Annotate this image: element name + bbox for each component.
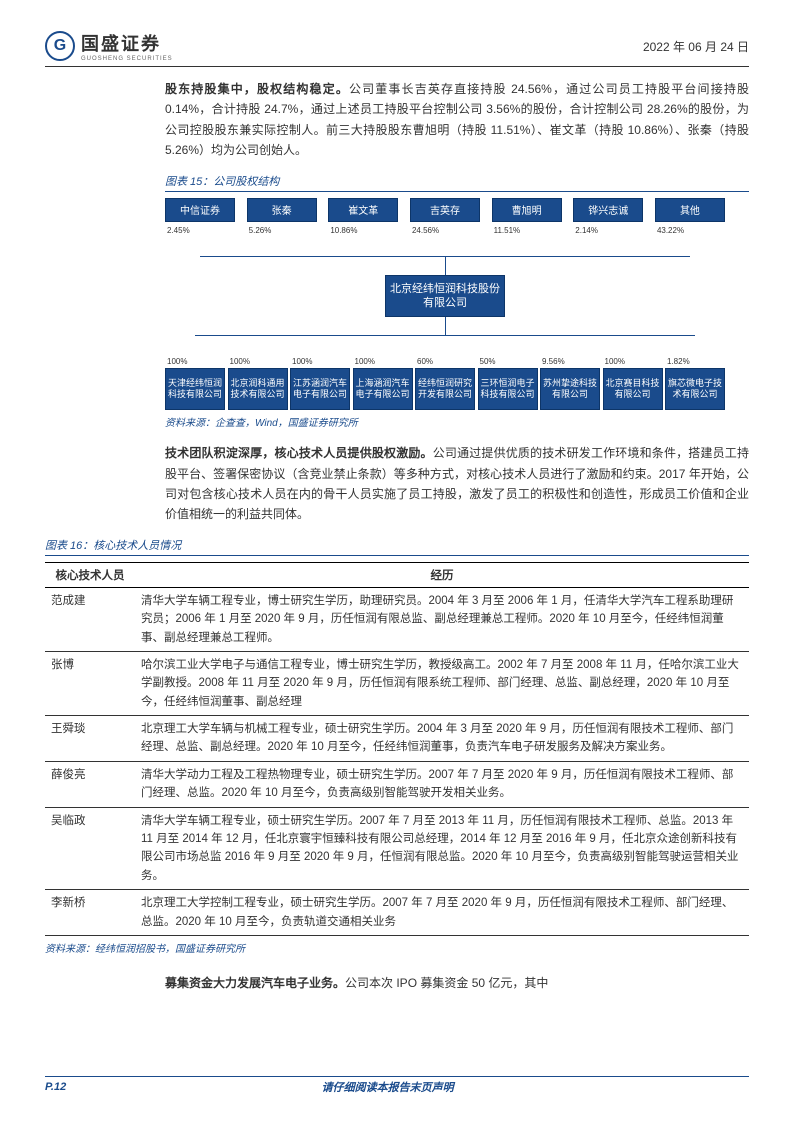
shareholder-box: 中信证券 <box>165 198 235 222</box>
person-name: 薛俊亮 <box>45 761 135 807</box>
shareholder-pct-row: 2.45% 5.26% 10.86% 24.56% 11.51% 2.14% 43.22% <box>165 226 725 235</box>
shareholder-box: 吉英存 <box>410 198 480 222</box>
table-row: 薛俊亮清华大学动力工程及工程热物理专业，硕士研究生学历。2007 年 7 月至 … <box>45 761 749 807</box>
center-company-box: 北京经纬恒润科技股份有限公司 <box>385 275 505 318</box>
figure15-source: 资料来源：企查查，Wind，国盛证券研究所 <box>165 414 749 429</box>
person-bio: 清华大学车辆工程专业，博士研究生学历，助理研究员。2004 年 3 月至 200… <box>135 587 749 651</box>
shareholder-pct: 43.22% <box>655 226 725 235</box>
person-name: 李新桥 <box>45 890 135 936</box>
person-name: 吴临政 <box>45 807 135 890</box>
figure16-source: 资料来源：经纬恒润招股书，国盛证券研究所 <box>45 940 749 955</box>
subsidiary-box: 旗芯微电子技术有限公司 <box>665 368 725 410</box>
subsidiary-pct: 9.56% <box>540 357 600 366</box>
figure15-caption: 图表 15：公司股权结构 <box>165 173 749 192</box>
subsidiary-pct: 100% <box>165 357 225 366</box>
para2-bold: 技术团队积淀深厚，核心技术人员提供股权激励。 <box>165 446 433 460</box>
person-name: 王舜琰 <box>45 716 135 762</box>
subsidiary-pct: 100% <box>603 357 663 366</box>
paragraph-tech-team: 技术团队积淀深厚，核心技术人员提供股权激励。公司通过提供优质的技术研发工作环境和… <box>165 443 749 525</box>
shareholder-box: 铧兴志诚 <box>573 198 643 222</box>
shareholder-row: 中信证券张秦崔文革吉英存曹旭明铧兴志诚其他 <box>165 198 725 222</box>
shareholder-box: 张秦 <box>247 198 317 222</box>
shareholder-pct: 2.14% <box>573 226 643 235</box>
subsidiary-pct-row: 100%100%100%100%60%50%9.56%100%1.82% <box>165 357 725 366</box>
subsidiary-row: 天津经纬恒润科技有限公司北京润科通用技术有限公司江苏涵润汽车电子有限公司上海涵润… <box>165 368 725 410</box>
page-number: P.12 <box>45 1081 66 1093</box>
shareholder-pct: 2.45% <box>165 226 235 235</box>
para3-bold: 募集资金大力发展汽车电子业务。 <box>165 976 345 990</box>
para1-bold: 股东持股集中，股权结构稳定。 <box>165 82 349 96</box>
subsidiary-box: 北京润科通用技术有限公司 <box>228 368 288 410</box>
person-name: 张博 <box>45 651 135 715</box>
subsidiary-pct: 60% <box>415 357 475 366</box>
person-bio: 清华大学车辆工程专业，硕士研究生学历。2007 年 7 月至 2013 年 11… <box>135 807 749 890</box>
page-footer: P.12 请仔细阅读本报告末页声明 <box>45 1076 749 1095</box>
shareholder-pct: 10.86% <box>328 226 398 235</box>
subsidiary-pct: 100% <box>290 357 350 366</box>
company-logo-icon: G <box>45 31 75 61</box>
table-row: 张博哈尔滨工业大学电子与通信工程专业，博士研究生学历，教授级高工。2002 年 … <box>45 651 749 715</box>
person-bio: 北京理工大学控制工程专业，硕士研究生学历。2007 年 7 月至 2020 年 … <box>135 890 749 936</box>
footer-disclaimer: 请仔细阅读本报告末页声明 <box>66 1079 709 1095</box>
subsidiary-pct: 100% <box>228 357 288 366</box>
connector-bottom <box>195 335 695 355</box>
subsidiary-pct: 1.82% <box>665 357 725 366</box>
person-bio: 哈尔滨工业大学电子与通信工程专业，博士研究生学历，教授级高工。2002 年 7 … <box>135 651 749 715</box>
subsidiary-box: 天津经纬恒润科技有限公司 <box>165 368 225 410</box>
shareholder-pct: 5.26% <box>247 226 317 235</box>
subsidiary-box: 经纬恒润研究开发有限公司 <box>415 368 475 410</box>
subsidiary-box: 三环恒润电子科技有限公司 <box>478 368 538 410</box>
table-row: 吴临政清华大学车辆工程专业，硕士研究生学历。2007 年 7 月至 2013 年… <box>45 807 749 890</box>
shareholder-pct: 11.51% <box>492 226 562 235</box>
shareholder-box: 其他 <box>655 198 725 222</box>
center-drop2 <box>445 317 446 335</box>
table-header-bio: 经历 <box>135 562 749 587</box>
company-name-en: GUOSHENG SECURITIES <box>81 56 173 62</box>
subsidiary-box: 北京赛目科技有限公司 <box>603 368 663 410</box>
subsidiary-pct: 100% <box>353 357 413 366</box>
figure16-caption: 图表 16：核心技术人员情况 <box>45 537 749 556</box>
table-row: 王舜琰北京理工大学车辆与机械工程专业，硕士研究生学历。2004 年 3 月至 2… <box>45 716 749 762</box>
org-chart: 中信证券张秦崔文革吉英存曹旭明铧兴志诚其他 2.45% 5.26% 10.86% 24… <box>165 198 725 411</box>
table-header-name: 核心技术人员 <box>45 562 135 587</box>
para3-text: 公司本次 IPO 募集资金 50 亿元，其中 <box>345 976 548 990</box>
shareholder-pct: 24.56% <box>410 226 480 235</box>
paragraph-shareholding: 股东持股集中，股权结构稳定。公司董事长吉英存直接持股 24.56%，通过公司员工… <box>165 79 749 161</box>
logo-block: G 国盛证券 GUOSHENG SECURITIES <box>45 30 173 62</box>
person-name: 范成建 <box>45 587 135 651</box>
tech-personnel-table: 核心技术人员 经历 范成建清华大学车辆工程专业，博士研究生学历，助理研究员。20… <box>45 562 749 936</box>
page-header: G 国盛证券 GUOSHENG SECURITIES 2022 年 06 月 2… <box>45 30 749 67</box>
shareholder-box: 曹旭明 <box>492 198 562 222</box>
shareholder-box: 崔文革 <box>328 198 398 222</box>
company-name-cn: 国盛证券 <box>81 30 173 56</box>
subsidiary-pct: 50% <box>478 357 538 366</box>
subsidiary-box: 江苏涵润汽车电子有限公司 <box>290 368 350 410</box>
table-row: 李新桥北京理工大学控制工程专业，硕士研究生学历。2007 年 7 月至 2020… <box>45 890 749 936</box>
paragraph-ipo: 募集资金大力发展汽车电子业务。公司本次 IPO 募集资金 50 亿元，其中 <box>165 973 749 993</box>
report-date: 2022 年 06 月 24 日 <box>643 38 749 55</box>
center-drop <box>445 257 446 275</box>
person-bio: 北京理工大学车辆与机械工程专业，硕士研究生学历。2004 年 3 月至 2020… <box>135 716 749 762</box>
person-bio: 清华大学动力工程及工程热物理专业，硕士研究生学历。2007 年 7 月至 202… <box>135 761 749 807</box>
subsidiary-box: 上海涵润汽车电子有限公司 <box>353 368 413 410</box>
subsidiary-box: 苏州挚途科技有限公司 <box>540 368 600 410</box>
table-row: 范成建清华大学车辆工程专业，博士研究生学历，助理研究员。2004 年 3 月至 … <box>45 587 749 651</box>
connector-top <box>200 237 690 257</box>
